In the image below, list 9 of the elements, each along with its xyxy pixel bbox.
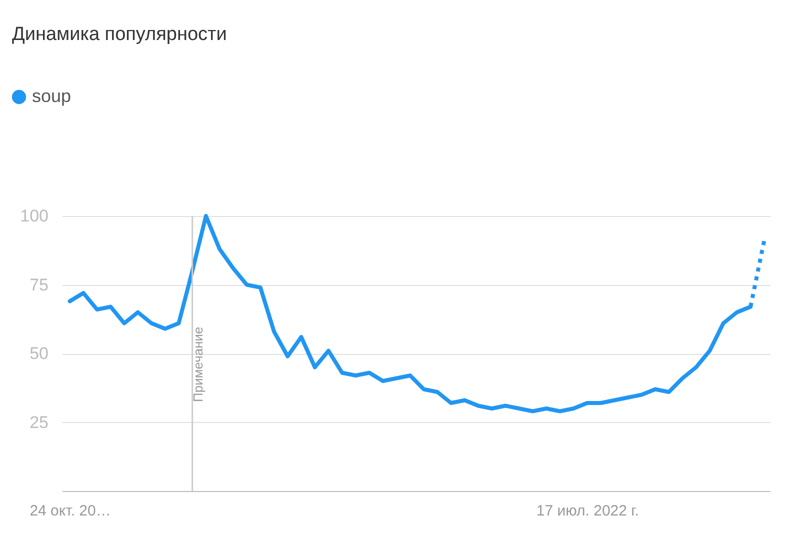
chart-title: Динамика популярности: [12, 24, 227, 45]
y-tick-label: 100: [20, 206, 48, 226]
ref-line-label: Примечание: [190, 326, 206, 402]
y-tick-label: 75: [30, 275, 48, 294]
x-tick-label: 24 окт. 20…: [30, 502, 111, 520]
x-tick-label: 17 июл. 2022 г.: [536, 502, 639, 520]
y-tick-label: 25: [30, 412, 48, 432]
y-tick-label: 50: [30, 344, 48, 363]
legend-label: soup: [32, 86, 72, 106]
